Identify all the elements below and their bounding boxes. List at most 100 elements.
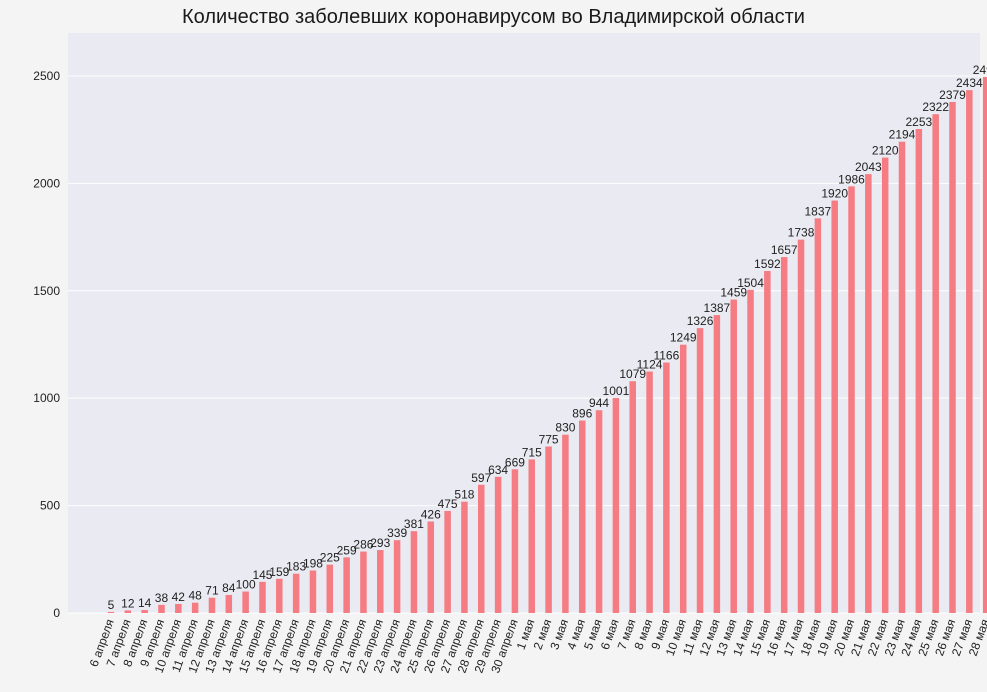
bar bbox=[326, 564, 334, 613]
bar bbox=[679, 344, 687, 613]
data-label: 2194 bbox=[889, 128, 916, 142]
bar bbox=[343, 557, 350, 613]
bar bbox=[175, 603, 182, 613]
y-tick-label: 500 bbox=[40, 499, 60, 513]
data-label: 597 bbox=[471, 471, 491, 485]
data-label: 1592 bbox=[754, 257, 781, 271]
plot-background bbox=[68, 33, 980, 613]
data-label: 830 bbox=[555, 421, 575, 435]
data-label: 2043 bbox=[855, 160, 882, 174]
data-label: 896 bbox=[572, 407, 592, 421]
y-tick-label: 1000 bbox=[33, 391, 60, 405]
data-label: 2322 bbox=[922, 100, 949, 114]
data-label: 145 bbox=[252, 568, 272, 582]
data-label: 381 bbox=[404, 517, 424, 531]
data-label: 1504 bbox=[737, 276, 764, 290]
bar bbox=[747, 289, 754, 613]
y-tick-label: 0 bbox=[53, 606, 60, 620]
data-label: 475 bbox=[438, 497, 458, 511]
bar bbox=[780, 257, 788, 613]
bar bbox=[461, 501, 468, 613]
bar bbox=[444, 510, 451, 613]
data-label: 12 bbox=[121, 596, 135, 610]
bar bbox=[158, 604, 165, 613]
bar bbox=[578, 420, 586, 613]
bar bbox=[663, 362, 670, 613]
bar bbox=[377, 550, 384, 613]
bar bbox=[225, 594, 233, 613]
bar bbox=[646, 371, 653, 613]
data-label: 1837 bbox=[805, 204, 832, 218]
data-label: 100 bbox=[236, 578, 256, 592]
bar bbox=[797, 239, 805, 613]
bar bbox=[814, 218, 822, 613]
bar bbox=[107, 611, 115, 613]
data-label: 198 bbox=[303, 556, 323, 570]
data-label: 38 bbox=[155, 591, 169, 605]
data-label: 669 bbox=[505, 455, 525, 469]
bar bbox=[982, 77, 987, 613]
bar bbox=[292, 573, 300, 613]
data-label: 14 bbox=[138, 596, 152, 610]
bar bbox=[309, 570, 317, 613]
data-label: 1657 bbox=[771, 243, 798, 257]
y-tick-label: 2500 bbox=[33, 69, 60, 83]
data-label: 84 bbox=[222, 581, 236, 595]
bar bbox=[276, 578, 283, 613]
data-label: 159 bbox=[269, 565, 289, 579]
bar bbox=[898, 141, 906, 613]
bar bbox=[259, 581, 266, 613]
data-label: 426 bbox=[421, 507, 441, 521]
data-label: 2120 bbox=[872, 144, 899, 158]
data-label: 1124 bbox=[637, 358, 663, 372]
data-label: 5 bbox=[108, 598, 115, 612]
bar bbox=[410, 531, 418, 613]
bar bbox=[562, 434, 569, 613]
bar bbox=[478, 484, 485, 613]
bar bbox=[242, 591, 249, 613]
bar bbox=[124, 610, 132, 613]
bar bbox=[764, 271, 771, 613]
data-label: 2253 bbox=[905, 115, 932, 129]
bar bbox=[949, 101, 956, 613]
data-label: 293 bbox=[370, 536, 390, 550]
bar bbox=[915, 129, 923, 613]
y-tick-label: 1500 bbox=[33, 284, 60, 298]
bar bbox=[427, 521, 435, 613]
data-label: 183 bbox=[286, 560, 306, 574]
data-label: 1986 bbox=[838, 172, 865, 186]
data-label: 518 bbox=[454, 488, 474, 502]
data-label: 715 bbox=[522, 445, 542, 459]
data-label: 42 bbox=[172, 590, 186, 604]
data-label: 48 bbox=[188, 589, 202, 603]
data-label: 2379 bbox=[939, 88, 966, 102]
bar bbox=[932, 114, 939, 613]
bar bbox=[191, 602, 199, 613]
bar bbox=[629, 381, 636, 613]
bar bbox=[393, 540, 401, 613]
bar bbox=[528, 459, 535, 613]
data-label: 259 bbox=[337, 543, 357, 557]
data-label: 339 bbox=[387, 526, 407, 540]
data-label: 1738 bbox=[788, 226, 815, 240]
bar bbox=[141, 609, 148, 613]
bar bbox=[831, 200, 838, 614]
data-label: 1459 bbox=[720, 286, 747, 300]
bar bbox=[730, 299, 737, 613]
data-label: 944 bbox=[589, 396, 609, 410]
data-label: 1249 bbox=[670, 331, 697, 345]
bar bbox=[612, 397, 620, 613]
y-tick-label: 2000 bbox=[33, 176, 60, 190]
data-label: 1001 bbox=[603, 384, 630, 398]
bar bbox=[511, 469, 519, 613]
data-label: 1079 bbox=[619, 367, 646, 381]
bar bbox=[494, 476, 502, 613]
bar bbox=[595, 410, 603, 613]
chart-title: Количество заболевших коронавирусом во В… bbox=[182, 6, 805, 28]
bar bbox=[696, 328, 704, 613]
data-label: 286 bbox=[353, 538, 373, 552]
data-label: 634 bbox=[488, 463, 508, 477]
bar bbox=[208, 597, 216, 613]
bar bbox=[713, 315, 721, 613]
